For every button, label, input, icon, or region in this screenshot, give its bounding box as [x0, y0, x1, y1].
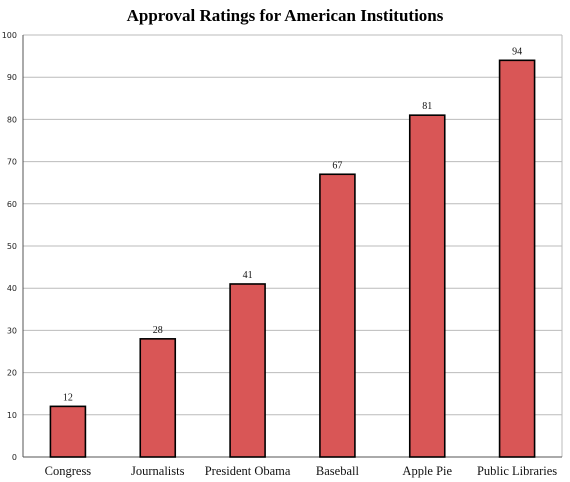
bars: [49, 59, 536, 458]
bar-journalists: [139, 338, 177, 458]
y-tick-label: 70: [7, 158, 17, 167]
x-tick-label: Apple Pie: [402, 464, 452, 478]
data-label: 94: [512, 46, 522, 57]
y-tick-label: 100: [2, 31, 17, 40]
data-label: 67: [332, 160, 342, 171]
x-tick-label: Baseball: [316, 464, 360, 478]
data-label: 41: [243, 270, 253, 281]
data-label: 81: [422, 101, 432, 112]
y-tick-label: 0: [12, 453, 17, 462]
y-tick-label: 30: [7, 326, 17, 335]
y-tick-label: 20: [7, 369, 17, 378]
data-label: 28: [153, 325, 163, 336]
x-tick-label: Journalists: [131, 464, 185, 478]
y-tick-label: 40: [7, 284, 17, 293]
labels: 0 10 20 30 40 50 60 70 80 90 100 12 Congress 28 Journa…: [2, 31, 558, 478]
bar-congress: [49, 405, 87, 458]
data-label: 12: [63, 392, 73, 403]
y-tick-label: 80: [7, 115, 17, 124]
x-tick-label: President Obama: [205, 464, 291, 478]
bar-apple-pie: [408, 114, 446, 458]
y-tick-label: 50: [7, 242, 17, 251]
bar-public-libraries: [498, 59, 536, 458]
gridlines: [23, 34, 563, 457]
chart-title: Approval Ratings for American Institutio…: [126, 6, 444, 25]
x-tick-label: Congress: [45, 464, 92, 478]
axes: [22, 35, 562, 458]
bar-baseball: [319, 173, 356, 458]
bar-president-obama: [229, 283, 266, 458]
x-tick-label: Public Libraries: [477, 464, 557, 478]
y-tick-label: 60: [7, 200, 17, 209]
y-tick-label: 90: [7, 73, 17, 82]
y-tick-label: 10: [7, 411, 17, 420]
